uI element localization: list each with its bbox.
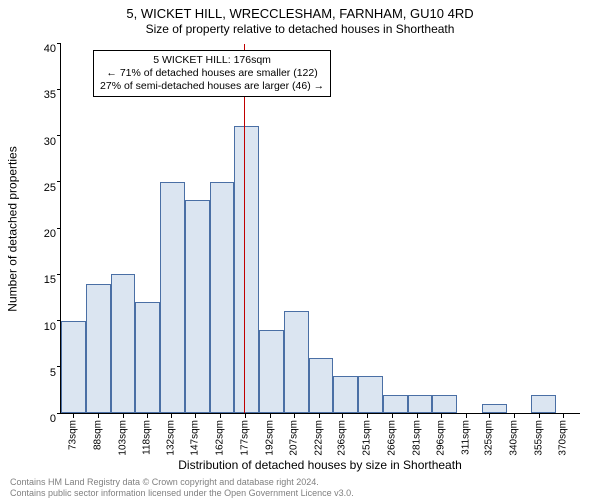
histogram-bar bbox=[135, 302, 160, 413]
x-tick-mark bbox=[489, 414, 490, 418]
histogram-bar bbox=[259, 330, 284, 413]
x-tick-mark bbox=[539, 414, 540, 418]
x-tick-label: 281sqm bbox=[411, 420, 422, 456]
histogram-bar bbox=[309, 358, 334, 414]
y-tick-label: 10 bbox=[26, 321, 56, 333]
x-tick-mark bbox=[294, 414, 295, 418]
histogram-bar bbox=[234, 126, 259, 413]
x-tick-mark bbox=[367, 414, 368, 418]
y-axis-label: Number of detached properties bbox=[6, 44, 20, 414]
x-tick-mark bbox=[392, 414, 393, 418]
x-tick-mark bbox=[171, 414, 172, 418]
y-tick-label: 20 bbox=[26, 228, 56, 240]
x-tick-label: 311sqm bbox=[461, 420, 472, 455]
histogram-bar bbox=[531, 395, 556, 414]
x-tick-label: 147sqm bbox=[190, 420, 201, 456]
x-tick-mark bbox=[319, 414, 320, 418]
histogram-bar bbox=[86, 284, 111, 414]
chart-subtitle: Size of property relative to detached ho… bbox=[0, 22, 600, 36]
x-tick-mark bbox=[270, 414, 271, 418]
y-tick-mark bbox=[57, 43, 61, 44]
reference-line bbox=[244, 44, 245, 413]
x-tick-mark bbox=[342, 414, 343, 418]
histogram-bar bbox=[358, 376, 383, 413]
x-tick-mark bbox=[441, 414, 442, 418]
histogram-bar bbox=[210, 182, 235, 413]
x-tick-area: 73sqm 88sqm 103sqm 118sqm 132sqm 147sqm 162sqm… bbox=[60, 414, 580, 458]
x-tick-label: 118sqm bbox=[142, 420, 153, 455]
x-tick-mark bbox=[73, 414, 74, 418]
y-tick-mark bbox=[57, 274, 61, 275]
histogram-bar bbox=[284, 311, 309, 413]
x-tick-label: 177sqm bbox=[239, 420, 250, 456]
x-tick-label: 73sqm bbox=[68, 420, 79, 450]
histogram-bar bbox=[185, 200, 210, 413]
x-tick-label: 88sqm bbox=[92, 420, 103, 450]
y-tick-label: 40 bbox=[26, 43, 56, 55]
plot-area bbox=[60, 44, 580, 414]
y-tick-label: 35 bbox=[26, 89, 56, 101]
histogram-bar bbox=[432, 395, 457, 414]
histogram-bar bbox=[61, 321, 86, 414]
x-tick-mark bbox=[245, 414, 246, 418]
x-axis-label: Distribution of detached houses by size … bbox=[60, 458, 580, 472]
annotation-line: 5 WICKET HILL: 176sqm bbox=[100, 54, 324, 67]
y-tick-label: 30 bbox=[26, 136, 56, 148]
y-tick-label: 0 bbox=[26, 413, 56, 425]
x-tick-label: 370sqm bbox=[558, 420, 569, 456]
histogram-bar bbox=[482, 404, 507, 413]
y-tick-mark bbox=[57, 135, 61, 136]
x-tick-label: 132sqm bbox=[165, 420, 176, 456]
x-tick-label: 296sqm bbox=[436, 420, 447, 456]
x-tick-label: 162sqm bbox=[215, 420, 226, 456]
histogram-bar bbox=[383, 395, 408, 414]
y-tick-label: 15 bbox=[26, 274, 56, 286]
y-tick-label: 25 bbox=[26, 182, 56, 194]
x-tick-label: 266sqm bbox=[386, 420, 397, 456]
annotation-line: 27% of semi-detached houses are larger (… bbox=[100, 80, 324, 93]
x-tick-label: 355sqm bbox=[533, 420, 544, 456]
x-tick-mark bbox=[514, 414, 515, 418]
chart-title: 5, WICKET HILL, WRECCLESHAM, FARNHAM, GU… bbox=[0, 6, 600, 21]
x-tick-label: 222sqm bbox=[314, 420, 325, 456]
x-tick-mark bbox=[195, 414, 196, 418]
y-tick-mark bbox=[57, 89, 61, 90]
y-tick-mark bbox=[57, 320, 61, 321]
histogram-bar bbox=[111, 274, 136, 413]
histogram-bar bbox=[160, 182, 185, 413]
histogram-bar bbox=[408, 395, 433, 414]
y-tick-label: 5 bbox=[26, 367, 56, 379]
x-tick-label: 236sqm bbox=[337, 420, 348, 456]
x-tick-label: 192sqm bbox=[264, 420, 275, 456]
x-tick-mark bbox=[417, 414, 418, 418]
x-tick-mark bbox=[563, 414, 564, 418]
histogram-bar bbox=[333, 376, 358, 413]
chart-container: 5, WICKET HILL, WRECCLESHAM, FARNHAM, GU… bbox=[0, 0, 600, 500]
x-tick-label: 325sqm bbox=[484, 420, 495, 456]
annotation-line: ← 71% of detached houses are smaller (12… bbox=[100, 67, 324, 80]
x-tick-mark bbox=[220, 414, 221, 418]
x-tick-label: 103sqm bbox=[117, 420, 128, 456]
x-tick-mark bbox=[466, 414, 467, 418]
y-tick-mark bbox=[57, 181, 61, 182]
x-tick-label: 207sqm bbox=[289, 420, 300, 456]
x-tick-mark bbox=[98, 414, 99, 418]
annotation-box: 5 WICKET HILL: 176sqm← 71% of detached h… bbox=[93, 50, 331, 97]
x-tick-mark bbox=[123, 414, 124, 418]
y-tick-mark bbox=[57, 366, 61, 367]
x-tick-mark bbox=[147, 414, 148, 418]
footer-attribution: Contains HM Land Registry data © Crown c… bbox=[10, 477, 354, 498]
y-tick-mark bbox=[57, 228, 61, 229]
x-tick-label: 340sqm bbox=[508, 420, 519, 456]
x-tick-label: 251sqm bbox=[362, 420, 373, 456]
